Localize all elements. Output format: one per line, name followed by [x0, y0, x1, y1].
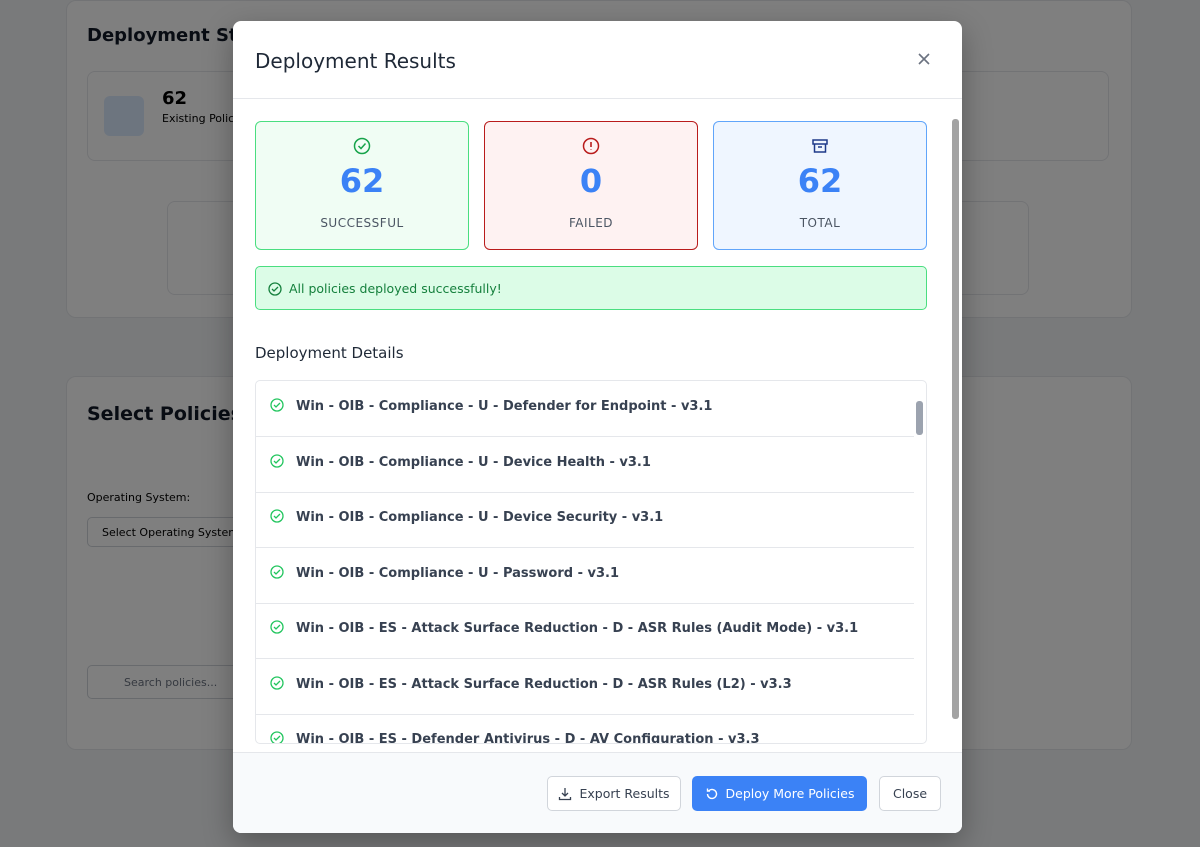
success-banner: All policies deployed successfully! — [255, 266, 927, 310]
detail-row: Win - OIB - Compliance - U - Password - … — [256, 548, 914, 604]
check-icon — [270, 398, 284, 412]
stat-value: 0 — [579, 162, 603, 200]
banner-text: All policies deployed successfully! — [289, 281, 502, 296]
detail-text: Win - OIB - Compliance - U - Password - … — [296, 565, 620, 581]
detail-text: Win - OIB - Compliance - U - Device Heal… — [296, 454, 651, 470]
detail-text: Win - OIB - ES - Attack Surface Reductio… — [296, 621, 859, 636]
header-divider — [233, 98, 962, 99]
detail-text: Win - OIB - Compliance - U - Device Secu… — [296, 510, 664, 525]
stat-label: TOTAL — [799, 216, 841, 230]
check-icon — [268, 282, 282, 296]
stat-failed: 0 FAILED — [484, 121, 698, 250]
refresh-icon — [706, 788, 717, 799]
stat-total: 62 TOTAL — [713, 121, 927, 250]
check-icon — [270, 564, 284, 579]
close-icon[interactable] — [917, 52, 931, 66]
detail-row: Win - OIB - Compliance - U - Defender fo… — [256, 381, 914, 437]
check-icon — [353, 137, 371, 155]
details-list: Win - OIB - ES - Defender Antivirus - D … — [255, 380, 927, 744]
detail-text: Win - OIB - ES - Attack Surface Reductio… — [296, 676, 792, 692]
detail-text: Win - OIB - ES - Defender Antivirus - D … — [296, 732, 760, 744]
export-button[interactable]: Export Results — [547, 776, 681, 811]
check-icon — [270, 509, 284, 523]
archive-icon — [812, 139, 828, 153]
check-icon — [270, 731, 284, 743]
stat-value: 62 — [339, 162, 385, 200]
body-scrollbar — [952, 119, 959, 719]
button-label: Export Results — [579, 786, 670, 801]
button-label: Close — [892, 786, 928, 801]
detail-row: Win - OIB - Compliance - U - Device Heal… — [256, 437, 914, 493]
check-icon — [270, 453, 284, 468]
check-icon — [270, 620, 284, 634]
results-modal: Deployment Results 62 SUCCESSFUL 0 FAILE… — [233, 21, 962, 833]
stat-success: 62 SUCCESSFUL — [255, 121, 469, 250]
modal-title: Deployment Results — [255, 49, 456, 73]
details-title: Deployment Details — [255, 344, 404, 362]
stat-value: 62 — [797, 162, 843, 200]
stat-label: SUCCESSFUL — [320, 216, 404, 230]
close-button[interactable]: Close — [879, 776, 941, 811]
stat-label: FAILED — [568, 216, 614, 230]
check-icon — [270, 675, 284, 690]
detail-row: Win - OIB - ES - Attack Surface Reductio… — [256, 603, 914, 659]
detail-row: Win - OIB - Compliance - U - Device Secu… — [256, 492, 914, 548]
detail-row: Win - OIB - ES - Attack Surface Reductio… — [256, 659, 914, 715]
detail-text: Win - OIB - Compliance - U - Defender fo… — [296, 399, 713, 414]
button-label: Deploy More Policies — [725, 786, 855, 801]
list-scrollbar — [916, 401, 923, 435]
alert-icon — [582, 137, 600, 155]
deploy-more-button[interactable]: Deploy More Policies — [692, 776, 867, 811]
detail-row: Win - OIB - ES - Defender Antivirus - D … — [256, 714, 914, 744]
download-icon — [559, 787, 572, 800]
